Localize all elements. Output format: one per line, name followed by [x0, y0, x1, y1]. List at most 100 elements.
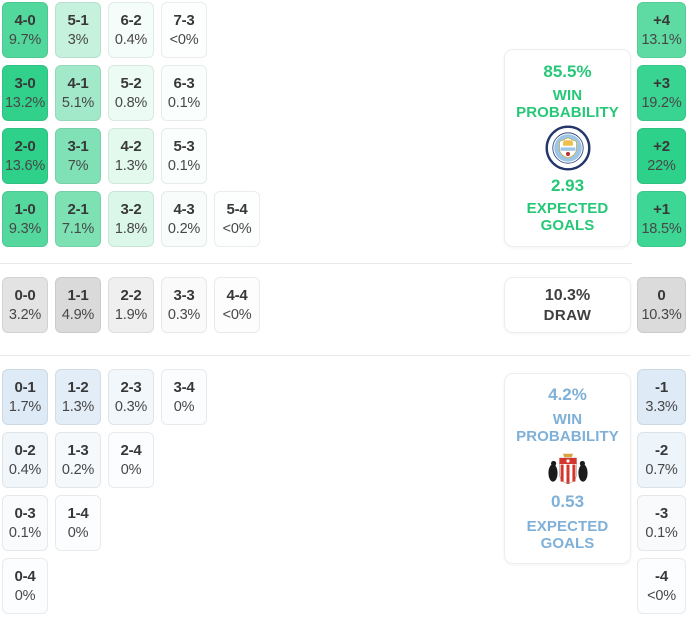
- scoreline: 0-2: [14, 441, 36, 459]
- score-cell-0-3[interactable]: 0-3 0.1%: [2, 495, 48, 551]
- away-score-row: 0-4 0%: [2, 558, 207, 614]
- home-score-row: 3-0 13.2% 4-1 5.1% 5-2 0.8% 6-3 0.1%: [2, 65, 260, 121]
- goal-diff-value: -3: [655, 504, 668, 522]
- score-cell-0-0[interactable]: 0-0 3.2%: [2, 277, 48, 333]
- score-cell-3-2[interactable]: 3-2 1.8%: [108, 191, 154, 247]
- score-cell-2-3[interactable]: 2-3 0.3%: [108, 369, 154, 425]
- score-cell-2-4[interactable]: 2-4 0%: [108, 432, 154, 488]
- probability: <0%: [647, 587, 676, 604]
- scoreline: 5-4: [226, 200, 248, 218]
- goal-diff-value: +3: [653, 74, 670, 92]
- probability: 13.1%: [641, 31, 682, 48]
- score-cell-1-3[interactable]: 1-3 0.2%: [55, 432, 101, 488]
- goal-diff-value: +4: [653, 11, 670, 29]
- score-cell-5-4[interactable]: 5-4 <0%: [214, 191, 260, 247]
- probability: 0.7%: [645, 461, 678, 478]
- probability: 0.1%: [167, 157, 201, 174]
- score-cell-1-1[interactable]: 1-1 4.9%: [55, 277, 101, 333]
- probability: <0%: [222, 220, 252, 237]
- probability: 9.7%: [8, 31, 42, 48]
- probability: 0.1%: [645, 524, 678, 541]
- home-win-probability-panel: 85.5% WIN PROBABILITY 2.93 EXPECTED GOAL…: [504, 49, 631, 247]
- scoreline: 3-2: [120, 200, 142, 218]
- score-cell-2-0[interactable]: 2-0 13.6%: [2, 128, 48, 184]
- score-cell-0-4[interactable]: 0-4 0%: [2, 558, 48, 614]
- score-cell-5-1[interactable]: 5-1 3%: [55, 2, 101, 58]
- score-cell-4-3[interactable]: 4-3 0.2%: [161, 191, 207, 247]
- score-cell-3-4[interactable]: 3-4 0%: [161, 369, 207, 425]
- probability: 9.3%: [8, 220, 42, 237]
- score-cell-4-0[interactable]: 4-0 9.7%: [2, 2, 48, 58]
- probability: 0%: [173, 398, 195, 415]
- scoreline: 4-0: [14, 11, 36, 29]
- probability: 0.3%: [167, 306, 201, 323]
- probability: 0.1%: [167, 94, 201, 111]
- scoreline: 2-3: [120, 378, 142, 396]
- probability: 0.3%: [114, 398, 148, 415]
- probability: 0.4%: [8, 461, 42, 478]
- goal-diff-cell-plus4[interactable]: +4 13.1%: [637, 2, 686, 58]
- probability: 3.2%: [8, 306, 42, 323]
- goal-diff-cell-minus1[interactable]: -1 3.3%: [637, 369, 686, 425]
- home-expected-goals-value: 2.93: [550, 175, 585, 195]
- scoreline: 5-2: [120, 74, 142, 92]
- goal-diff-cell-plus2[interactable]: +2 22%: [637, 128, 686, 184]
- scoreline: 3-1: [67, 137, 89, 155]
- score-cell-3-0[interactable]: 3-0 13.2%: [2, 65, 48, 121]
- score-cell-6-2[interactable]: 6-2 0.4%: [108, 2, 154, 58]
- scoreline: 5-1: [67, 11, 89, 29]
- scoreline: 2-4: [120, 441, 142, 459]
- scoreline: 0-0: [14, 286, 36, 304]
- draw-probability-value: 10.3%: [544, 286, 591, 304]
- score-cell-1-2[interactable]: 1-2 1.3%: [55, 369, 101, 425]
- score-cell-5-2[interactable]: 5-2 0.8%: [108, 65, 154, 121]
- probability: 7.1%: [61, 220, 95, 237]
- draw-score-row: 0-0 3.2% 1-1 4.9% 2-2 1.9% 3-3 0.3% 4-4 …: [2, 277, 260, 333]
- scoreline: 3-3: [173, 286, 195, 304]
- score-cell-1-4[interactable]: 1-4 0%: [55, 495, 101, 551]
- manchester-city-crest-icon: [545, 125, 591, 171]
- draw-probability-panel: 10.3% DRAW: [504, 277, 631, 333]
- score-cell-3-1[interactable]: 3-1 7%: [55, 128, 101, 184]
- score-cell-0-1[interactable]: 0-1 1.7%: [2, 369, 48, 425]
- goal-diff-cell-plus3[interactable]: +3 19.2%: [637, 65, 686, 121]
- probability: 0%: [120, 461, 142, 478]
- score-cell-4-2[interactable]: 4-2 1.3%: [108, 128, 154, 184]
- goal-diff-value: -4: [655, 567, 668, 585]
- goal-diff-value: +1: [653, 200, 670, 218]
- scoreline: 2-2: [120, 286, 142, 304]
- home-expected-goals-label: EXPECTED GOALS: [526, 200, 609, 234]
- section-divider: [0, 263, 632, 264]
- goal-diff-cell-minus3[interactable]: -3 0.1%: [637, 495, 686, 551]
- score-cell-4-1[interactable]: 4-1 5.1%: [55, 65, 101, 121]
- probability: 10.3%: [641, 306, 682, 323]
- score-cell-1-0[interactable]: 1-0 9.3%: [2, 191, 48, 247]
- draw-label: DRAW: [543, 306, 592, 324]
- score-cell-5-3[interactable]: 5-3 0.1%: [161, 128, 207, 184]
- score-cell-2-1[interactable]: 2-1 7.1%: [55, 191, 101, 247]
- away-expected-goals-label: EXPECTED GOALS: [526, 518, 609, 552]
- score-cell-6-3[interactable]: 6-3 0.1%: [161, 65, 207, 121]
- home-win-probability-value: 85.5%: [543, 62, 592, 81]
- probability: 1.9%: [114, 306, 148, 323]
- score-cell-3-3[interactable]: 3-3 0.3%: [161, 277, 207, 333]
- scoreline: 1-1: [67, 286, 89, 304]
- probability: 13.6%: [4, 157, 46, 174]
- probability: 22%: [647, 157, 676, 174]
- sunderland-crest-icon: [547, 452, 589, 486]
- score-cell-7-3[interactable]: 7-3 <0%: [161, 2, 207, 58]
- score-cell-4-4[interactable]: 4-4 <0%: [214, 277, 260, 333]
- goal-diff-cell-minus4[interactable]: -4 <0%: [637, 558, 686, 614]
- goal-diff-cell-minus2[interactable]: -2 0.7%: [637, 432, 686, 488]
- goal-diff-cell-zero[interactable]: 0 10.3%: [637, 277, 686, 333]
- probability: 1.8%: [114, 220, 148, 237]
- draw-score-grid: 0-0 3.2% 1-1 4.9% 2-2 1.9% 3-3 0.3% 4-4 …: [2, 277, 260, 333]
- scoreline: 1-2: [67, 378, 89, 396]
- score-cell-0-2[interactable]: 0-2 0.4%: [2, 432, 48, 488]
- goal-diff-cell-plus1[interactable]: +1 18.5%: [637, 191, 686, 247]
- scoreline: 4-3: [173, 200, 195, 218]
- scoreline: 0-1: [14, 378, 36, 396]
- away-score-row: 0-2 0.4% 1-3 0.2% 2-4 0%: [2, 432, 207, 488]
- score-cell-2-2[interactable]: 2-2 1.9%: [108, 277, 154, 333]
